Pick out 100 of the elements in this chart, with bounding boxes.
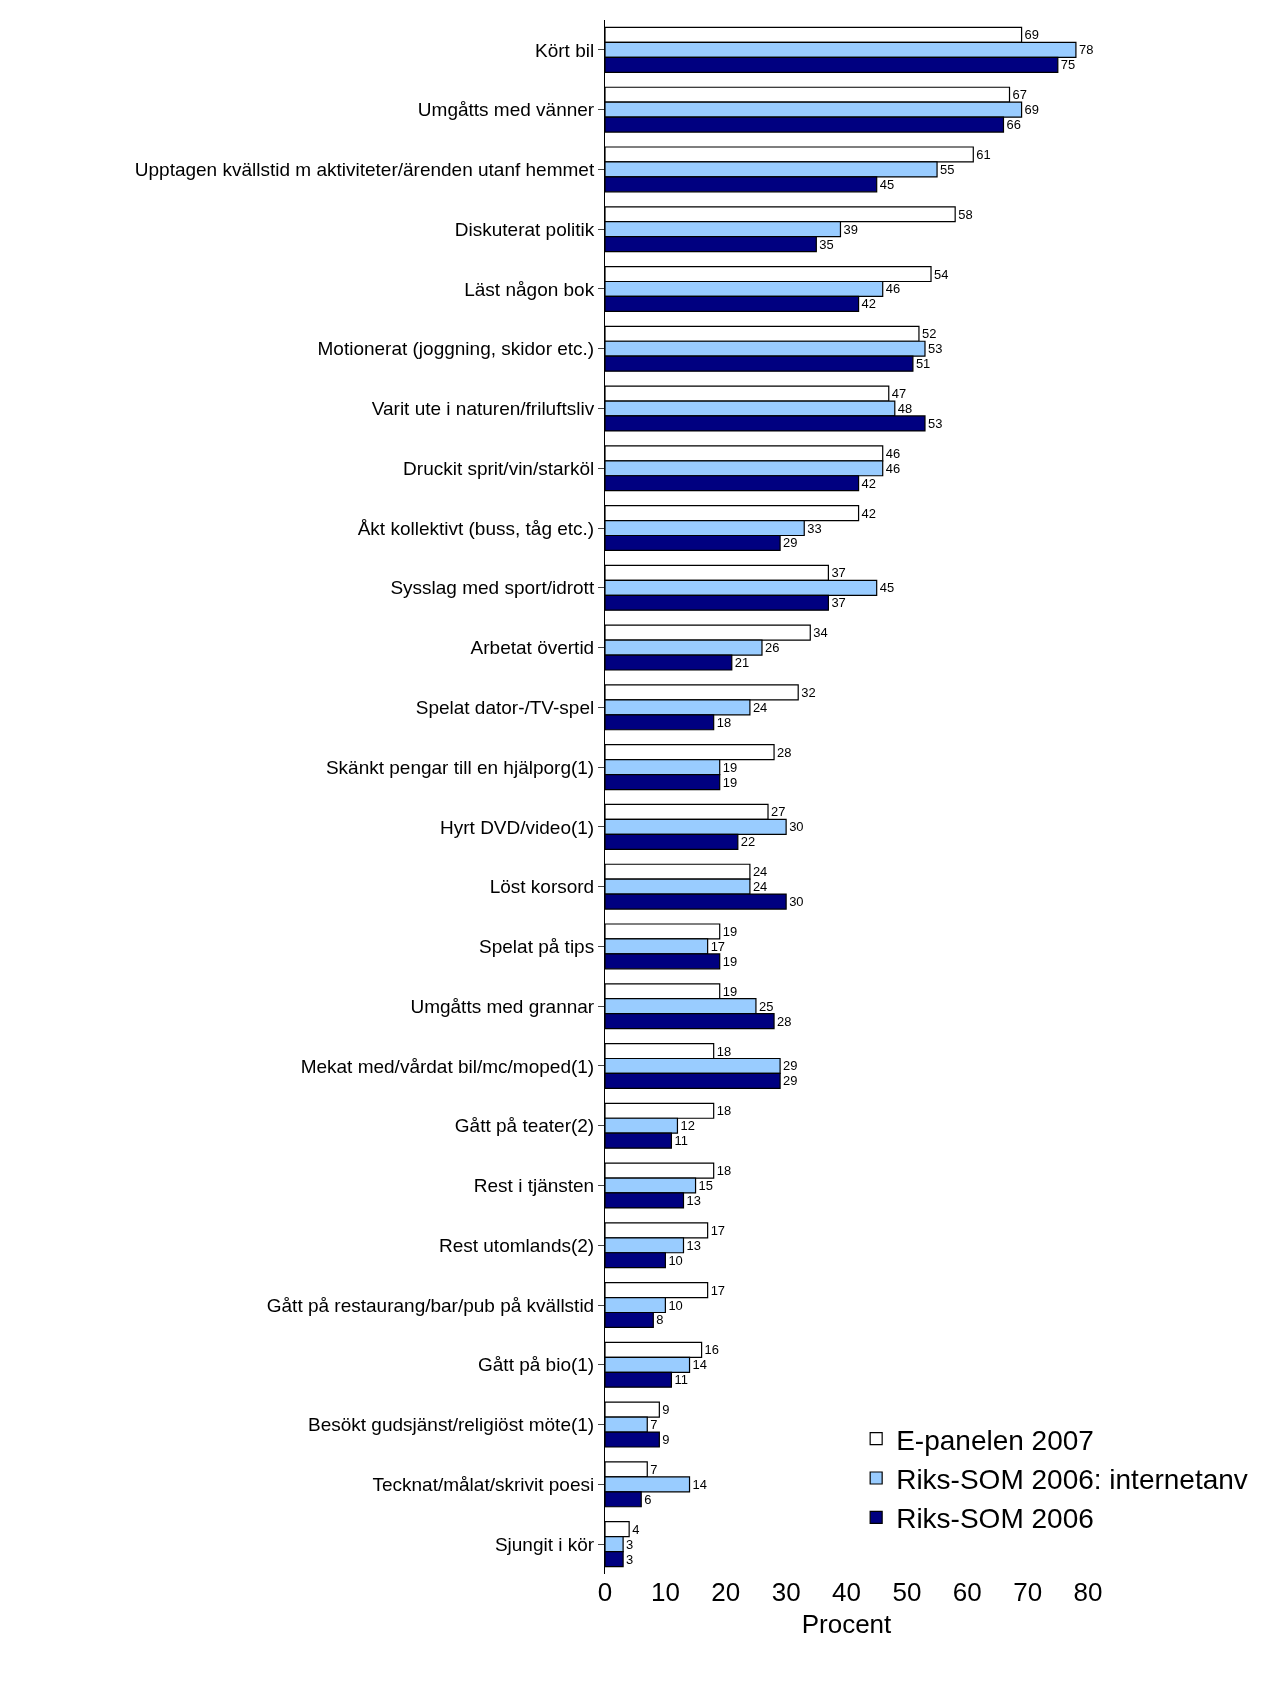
data-label: 28 <box>777 744 792 760</box>
data-label: 19 <box>722 759 738 775</box>
data-label: 34 <box>813 625 828 641</box>
y-tick-label: Läst någon bok <box>464 278 595 300</box>
data-label: 29 <box>783 535 798 551</box>
data-label: 14 <box>692 1357 707 1373</box>
y-tick-label: Umgåtts med vänner <box>417 99 595 121</box>
data-label: 4 <box>632 1521 640 1537</box>
data-label: 67 <box>1012 87 1027 103</box>
x-tick-label: 20 <box>711 1577 741 1607</box>
data-label: 37 <box>831 565 846 581</box>
data-label: 53 <box>928 415 943 431</box>
legend-label: Riks-SOM 2006 <box>896 1503 1094 1535</box>
legend-label: Riks-SOM 2006: internetanv <box>896 1463 1248 1495</box>
data-label: 18 <box>716 714 732 730</box>
data-label: 18 <box>716 1043 732 1059</box>
y-tick-label: Gått på teater(2) <box>454 1115 595 1137</box>
y-tick-label: Spelat dator-/TV-spel <box>415 697 595 718</box>
data-label: 66 <box>1006 117 1021 133</box>
data-label: 25 <box>758 998 774 1014</box>
data-label: 11 <box>674 1372 688 1388</box>
data-label: 19 <box>722 983 738 999</box>
data-label: 15 <box>698 1177 713 1193</box>
data-label: 19 <box>722 923 738 939</box>
x-tick-label: 0 <box>597 1577 613 1607</box>
data-label: 6 <box>644 1491 652 1507</box>
data-label: 54 <box>934 266 949 282</box>
y-tick-label: Varit ute i naturen/friluftsliv <box>371 398 595 420</box>
y-tick-label: Kört bil <box>535 39 595 61</box>
data-label: 27 <box>771 804 786 820</box>
data-label: 46 <box>885 445 901 461</box>
y-tick-label: Löst korsord <box>489 876 595 898</box>
data-label: 75 <box>1060 57 1076 73</box>
data-label: 3 <box>626 1536 634 1552</box>
data-label: 9 <box>662 1402 670 1418</box>
data-label: 52 <box>921 326 937 342</box>
y-tick-label: Mekat med/vårdat bil/mc/moped(1) <box>300 1055 595 1077</box>
data-label: 13 <box>686 1237 701 1253</box>
data-label: 35 <box>819 236 834 252</box>
data-label: 17 <box>710 938 726 954</box>
data-label: 55 <box>940 161 955 177</box>
y-tick-label: Sjungit i kör <box>494 1533 595 1555</box>
y-tick-label: Rest i tjänsten <box>473 1175 595 1197</box>
data-label: 29 <box>783 1073 798 1089</box>
y-tick-label: Rest utomlands(2) <box>438 1234 595 1256</box>
data-label: 47 <box>891 386 907 402</box>
data-label: 24 <box>752 864 768 880</box>
data-label: 33 <box>807 520 822 536</box>
data-label: 14 <box>692 1476 707 1492</box>
x-tick-label: 70 <box>1013 1577 1043 1607</box>
x-tick-label: 80 <box>1073 1577 1103 1607</box>
data-label: 58 <box>958 206 973 222</box>
y-tick-label: Gått på bio(1) <box>478 1354 595 1376</box>
y-tick-label: Upptagen kvällstid m aktiviteter/ärenden utanf hemmet <box>134 159 595 181</box>
y-tick-label: Arbetat övertid <box>470 637 595 659</box>
y-tick-label: Umgåtts med grannar <box>410 995 595 1017</box>
legend-label: E-panelen 2007 <box>896 1424 1094 1456</box>
data-label: 10 <box>668 1297 683 1313</box>
data-label: 30 <box>789 894 804 910</box>
data-label: 24 <box>752 879 768 895</box>
data-label: 22 <box>740 834 756 850</box>
data-label: 78 <box>1078 42 1094 58</box>
data-label: 8 <box>656 1312 664 1328</box>
y-tick-label: Skänkt pengar till en hjälporg(1) <box>325 756 595 778</box>
data-label: 32 <box>801 684 816 700</box>
data-label: 69 <box>1024 102 1039 118</box>
data-label: 45 <box>879 176 895 192</box>
x-axis-title: Procent <box>801 1608 893 1639</box>
x-tick-label: 10 <box>650 1577 680 1607</box>
data-label: 7 <box>650 1417 658 1433</box>
y-tick-label: Besökt gudsjänst/religiöst möte(1) <box>308 1414 595 1436</box>
data-label: 53 <box>928 341 943 357</box>
data-label: 29 <box>783 1058 798 1074</box>
y-tick-label: Gått på restaurang/bar/pub på kvällstid <box>266 1294 595 1316</box>
data-label: 28 <box>777 1013 792 1029</box>
data-label: 69 <box>1024 27 1039 43</box>
data-label: 42 <box>861 475 876 491</box>
y-tick-label: Motionerat (joggning, skidor etc.) <box>317 338 595 360</box>
data-label: 19 <box>722 953 738 969</box>
x-tick-label: 40 <box>832 1577 861 1607</box>
data-label: 3 <box>626 1551 634 1567</box>
data-label: 42 <box>861 505 876 521</box>
data-label: 18 <box>716 1103 732 1119</box>
y-tick-label: Hyrt DVD/video(1) <box>440 816 595 838</box>
y-tick-label: Tecknat/målat/skrivit poesi <box>372 1474 595 1495</box>
data-label: 9 <box>662 1432 670 1447</box>
data-label: 19 <box>722 774 738 790</box>
data-label: 26 <box>764 640 780 656</box>
y-tick-label: Åkt kollektivt (buss, tåg etc.) <box>357 517 595 539</box>
y-tick-label: Diskuterat politik <box>454 218 595 240</box>
data-label: 42 <box>861 296 876 312</box>
data-label: 48 <box>897 400 913 416</box>
data-label: 17 <box>710 1282 726 1298</box>
x-tick-label: 30 <box>771 1577 801 1607</box>
data-label: 39 <box>843 221 858 237</box>
data-label: 7 <box>650 1461 658 1477</box>
data-label: 24 <box>752 699 768 715</box>
y-tick-label: Spelat på tips <box>479 936 595 958</box>
data-label: 46 <box>885 281 901 297</box>
data-label: 21 <box>734 655 750 670</box>
